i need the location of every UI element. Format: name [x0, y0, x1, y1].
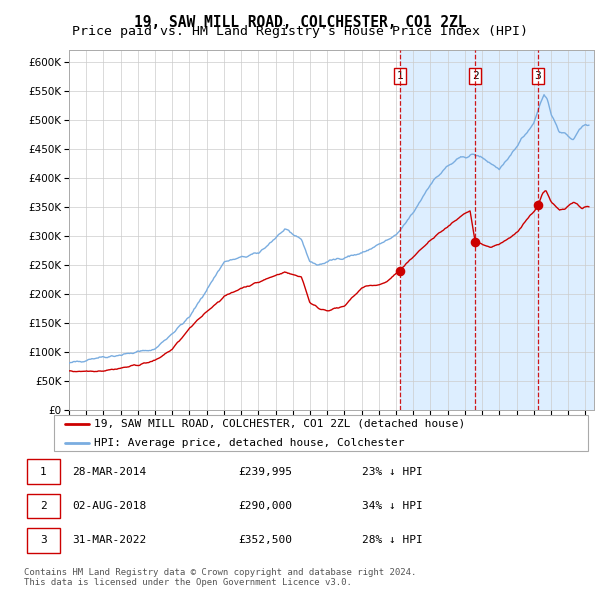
- Text: 23% ↓ HPI: 23% ↓ HPI: [362, 467, 423, 477]
- Text: 19, SAW MILL ROAD, COLCHESTER, CO1 2ZL: 19, SAW MILL ROAD, COLCHESTER, CO1 2ZL: [134, 15, 466, 30]
- Point: [470, 237, 480, 247]
- Text: Price paid vs. HM Land Registry's House Price Index (HPI): Price paid vs. HM Land Registry's House …: [72, 25, 528, 38]
- Text: 3: 3: [40, 535, 47, 545]
- Text: 28% ↓ HPI: 28% ↓ HPI: [362, 535, 423, 545]
- Text: 28-MAR-2014: 28-MAR-2014: [72, 467, 146, 477]
- Text: 3: 3: [535, 71, 541, 81]
- FancyBboxPatch shape: [27, 459, 59, 484]
- Text: £290,000: £290,000: [238, 501, 292, 511]
- Point: [395, 266, 405, 276]
- Text: 02-AUG-2018: 02-AUG-2018: [72, 501, 146, 511]
- Bar: [400, 50, 594, 410]
- Text: Contains HM Land Registry data © Crown copyright and database right 2024.
This d: Contains HM Land Registry data © Crown c…: [24, 568, 416, 587]
- Text: £239,995: £239,995: [238, 467, 292, 477]
- Text: 19, SAW MILL ROAD, COLCHESTER, CO1 2ZL (detached house): 19, SAW MILL ROAD, COLCHESTER, CO1 2ZL (…: [94, 419, 466, 429]
- Point: [533, 201, 543, 210]
- FancyBboxPatch shape: [54, 415, 588, 451]
- Text: 1: 1: [397, 71, 404, 81]
- FancyBboxPatch shape: [27, 493, 59, 519]
- Text: 34% ↓ HPI: 34% ↓ HPI: [362, 501, 423, 511]
- Text: £352,500: £352,500: [238, 535, 292, 545]
- Text: 31-MAR-2022: 31-MAR-2022: [72, 535, 146, 545]
- Text: 1: 1: [40, 467, 47, 477]
- FancyBboxPatch shape: [27, 528, 59, 553]
- Text: 2: 2: [472, 71, 478, 81]
- Text: HPI: Average price, detached house, Colchester: HPI: Average price, detached house, Colc…: [94, 438, 404, 448]
- Text: 2: 2: [40, 501, 47, 511]
